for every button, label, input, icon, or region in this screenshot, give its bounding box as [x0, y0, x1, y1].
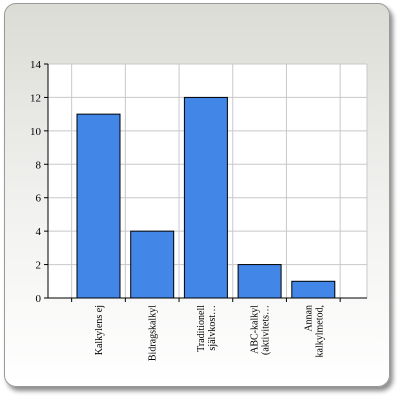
- y-tick-labels: 0 2 4 6 8 10 12 14: [30, 59, 42, 305]
- x-category-label: Annan: [303, 305, 314, 332]
- bar-2: [183, 96, 228, 299]
- x-category-label: kalkylmetod,: [314, 305, 325, 358]
- bars: [76, 96, 336, 299]
- bar-0: [76, 113, 121, 299]
- x-category-labels: Kalkylens ej Bidragskalkyl Traditionell sjä…: [94, 305, 325, 361]
- y-tick-label: 8: [36, 159, 42, 171]
- y-tick-label: 0: [36, 293, 42, 305]
- y-tick-label: 4: [36, 226, 42, 238]
- y-tick-label: 12: [30, 92, 41, 104]
- y-tick-label: 14: [30, 59, 42, 71]
- y-tick-label: 2: [36, 260, 42, 272]
- x-category-label: Bidragskalkyl: [148, 305, 159, 361]
- x-category-label: Kalkylens ej: [94, 305, 105, 355]
- bar-3: [237, 264, 282, 299]
- x-category-label: självkost…: [207, 305, 218, 351]
- x-category-label: (aktivitets…: [261, 305, 272, 355]
- bar-4: [291, 280, 336, 299]
- bar-1: [130, 230, 175, 299]
- y-tick-label: 10: [30, 126, 42, 138]
- x-category-label: Traditionell: [196, 305, 207, 352]
- y-tick-label: 6: [36, 193, 42, 205]
- axes: [44, 63, 367, 302]
- x-category-label: ABC-kalkyl: [250, 305, 261, 354]
